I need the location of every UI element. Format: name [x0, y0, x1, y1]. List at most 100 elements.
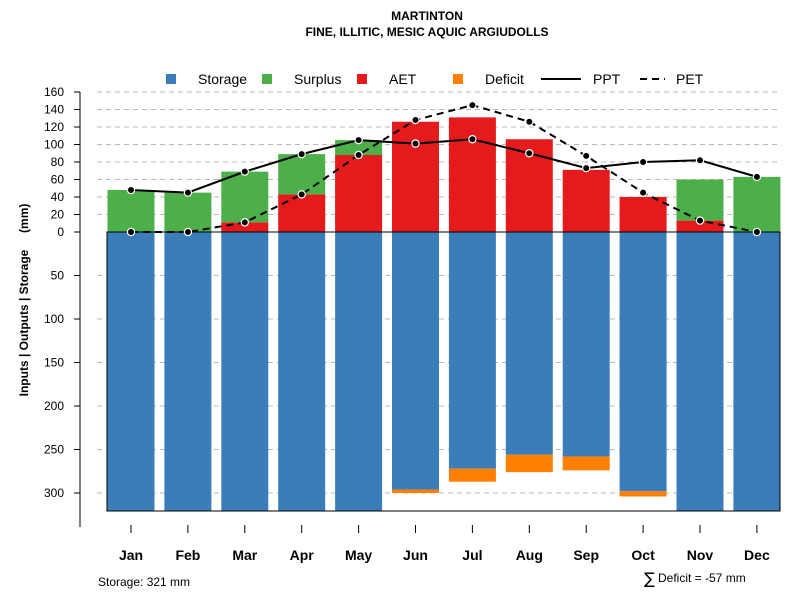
x-tick-label: Oct: [631, 547, 655, 563]
surplus-bar: [733, 176, 781, 232]
y-tick-label: 150: [44, 356, 64, 370]
pet-point: [638, 188, 648, 197]
x-tick-label: Dec: [744, 547, 770, 563]
y-axis: 0 20 40 60 80 100 120 140 160 50 100 150 200 250 300: [44, 85, 81, 527]
deficit-note: Deficit = -57 mm: [658, 571, 746, 585]
deficit-bar: [505, 454, 553, 473]
surplus-bar: [676, 179, 724, 221]
storage-bar: [562, 232, 610, 457]
y-tick-label: 250: [44, 443, 64, 457]
bars: [107, 117, 781, 512]
aet-bar: [448, 117, 496, 232]
legend-item-storage: Storage: [166, 71, 247, 87]
aet-bar: [335, 155, 383, 232]
pet-point: [411, 115, 420, 125]
x-tick-label: Mar: [232, 547, 257, 563]
legend-swatch: [166, 74, 176, 84]
pet-point: [525, 117, 534, 126]
y-tick-label: 100: [44, 138, 64, 152]
storage-note: Storage: 321 mm: [98, 575, 190, 589]
y-tick-label: 300: [44, 486, 64, 500]
aet-bar: [392, 121, 439, 232]
pet-point: [354, 150, 363, 160]
y-tick-label: 140: [44, 103, 64, 117]
storage-bar: [335, 232, 383, 512]
x-tick-label: Jul: [462, 547, 482, 563]
aet-bar: [562, 169, 610, 232]
y-tick-label: 200: [44, 399, 64, 413]
legend-item-deficit: Deficit: [453, 71, 524, 87]
storage-bar: [448, 232, 496, 469]
y-tick-label: 0: [57, 225, 64, 239]
legend-label: Surplus: [294, 71, 341, 87]
ppt-point: [240, 167, 249, 176]
surplus-bar: [164, 192, 212, 232]
aet-bar: [619, 197, 667, 232]
lines: [126, 100, 762, 237]
pet-point: [752, 227, 762, 237]
x-tick-label: Apr: [290, 547, 315, 563]
pet-point: [582, 151, 591, 161]
ppt-point: [638, 157, 648, 167]
chart-titles: MARTINTON FINE, ILLITIC, MESIC AQUIC ARG…: [305, 9, 548, 39]
ppt-point: [297, 149, 306, 159]
pet-point: [468, 100, 477, 110]
legend-item-aet: AET: [357, 71, 417, 87]
legend-label: AET: [389, 71, 417, 87]
storage-bar: [733, 232, 781, 512]
storage-bar: [676, 232, 724, 512]
aet-bar: [676, 220, 724, 232]
deficit-bar: [619, 491, 667, 497]
x-tick-label: Sep: [573, 547, 599, 563]
storage-bar: [278, 232, 326, 512]
x-axis: Jan Feb Mar Apr May Jun Jul Aug Sep Oct Nov Dec: [119, 525, 770, 563]
legend-item-pet: PET: [640, 71, 704, 87]
aet-bar: [278, 194, 326, 232]
y-tick-label: 40: [51, 190, 65, 204]
surplus-bar: [107, 190, 155, 232]
x-tick-label: Nov: [687, 547, 714, 563]
chart-subtitle: FINE, ILLITIC, MESIC AQUIC ARGIUDOLLS: [305, 25, 548, 39]
sigma-icon: ∑: [644, 569, 655, 588]
storage-bar: [107, 232, 155, 512]
ppt-point: [411, 139, 420, 148]
y-tick-label: 160: [44, 85, 64, 99]
legend-label: Storage: [198, 71, 247, 87]
deficit-bar: [562, 456, 610, 471]
legend: Storage Surplus AET Deficit PPT PET: [166, 71, 704, 87]
y-tick-label: 50: [51, 269, 65, 283]
ppt-line: [130, 138, 758, 194]
storage-bar: [221, 232, 269, 512]
legend-swatch: [357, 74, 367, 84]
legend-label: Deficit: [485, 71, 524, 87]
ppt-point: [695, 156, 705, 165]
ppt-point: [126, 185, 136, 195]
deficit-bar: [448, 468, 496, 482]
storage-bar: [392, 232, 439, 490]
ppt-point: [525, 149, 534, 158]
ppt-point: [752, 172, 762, 182]
y-tick-label: 80: [51, 155, 65, 169]
y-tick-label: 60: [51, 173, 65, 187]
legend-item-ppt: PPT: [541, 71, 621, 87]
storage-bar: [619, 232, 667, 492]
y-tick-label: 20: [51, 208, 65, 222]
pet-point: [183, 227, 193, 237]
storage-bar: [505, 232, 553, 455]
x-tick-label: Jan: [119, 547, 143, 563]
legend-item-surplus: Surplus: [262, 71, 341, 87]
legend-swatch: [453, 74, 463, 84]
y-tick-label: 100: [44, 312, 64, 326]
ppt-point: [468, 135, 477, 144]
aet-bar: [221, 222, 269, 232]
pet-point: [297, 190, 306, 199]
legend-label: PET: [676, 71, 704, 87]
x-tick-label: Jun: [403, 547, 428, 563]
ppt-point: [183, 188, 193, 197]
footer: Storage: 321 mm ∑ Deficit = -57 mm: [98, 569, 746, 589]
x-tick-label: Aug: [516, 547, 543, 563]
pet-point: [126, 227, 136, 237]
storage-bar: [164, 232, 212, 512]
legend-swatch: [262, 74, 272, 84]
